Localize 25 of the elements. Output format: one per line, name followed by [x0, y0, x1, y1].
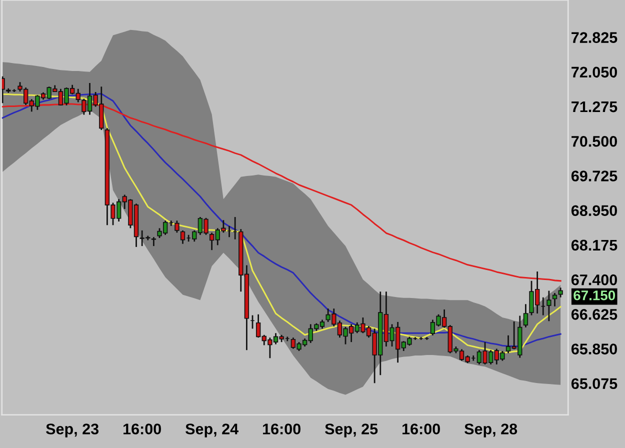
- y-tick-label: 68.175: [571, 240, 618, 251]
- x-tick-label: 16:00: [124, 424, 161, 434]
- y-tick-label: 72.825: [572, 32, 618, 43]
- y-tick-label: 70.500: [572, 136, 618, 147]
- y-tick-label: 67.400: [571, 274, 618, 286]
- candlestick: [151, 236, 156, 247]
- y-tick-label: 66.625: [571, 309, 618, 320]
- y-tick-label: 65.075: [571, 378, 618, 390]
- text: 67.150: [574, 290, 616, 300]
- y-tick-label: 65.850: [571, 344, 618, 354]
- x-tick-label: Sep, 28: [464, 424, 518, 438]
- candlestick: [546, 290, 552, 322]
- x-tick-label: Sep, 25: [325, 424, 378, 438]
- y-tick-label: 72.050: [572, 66, 618, 78]
- x-tick-label: 16:00: [402, 424, 440, 434]
- candlestick: [523, 303, 528, 328]
- x-tick-label: Sep, 24: [186, 424, 238, 438]
- x-tick-label: Sep, 23: [46, 424, 99, 438]
- y-tick-label: 71.275: [572, 101, 618, 112]
- y-tick-label: 68.950: [571, 205, 618, 216]
- candlestick: [558, 286, 563, 298]
- x-tick-label: 16:00: [262, 424, 300, 434]
- candlestick: [174, 220, 180, 234]
- candlestick: [552, 292, 558, 308]
- y-tick-label: 69.725: [571, 170, 618, 182]
